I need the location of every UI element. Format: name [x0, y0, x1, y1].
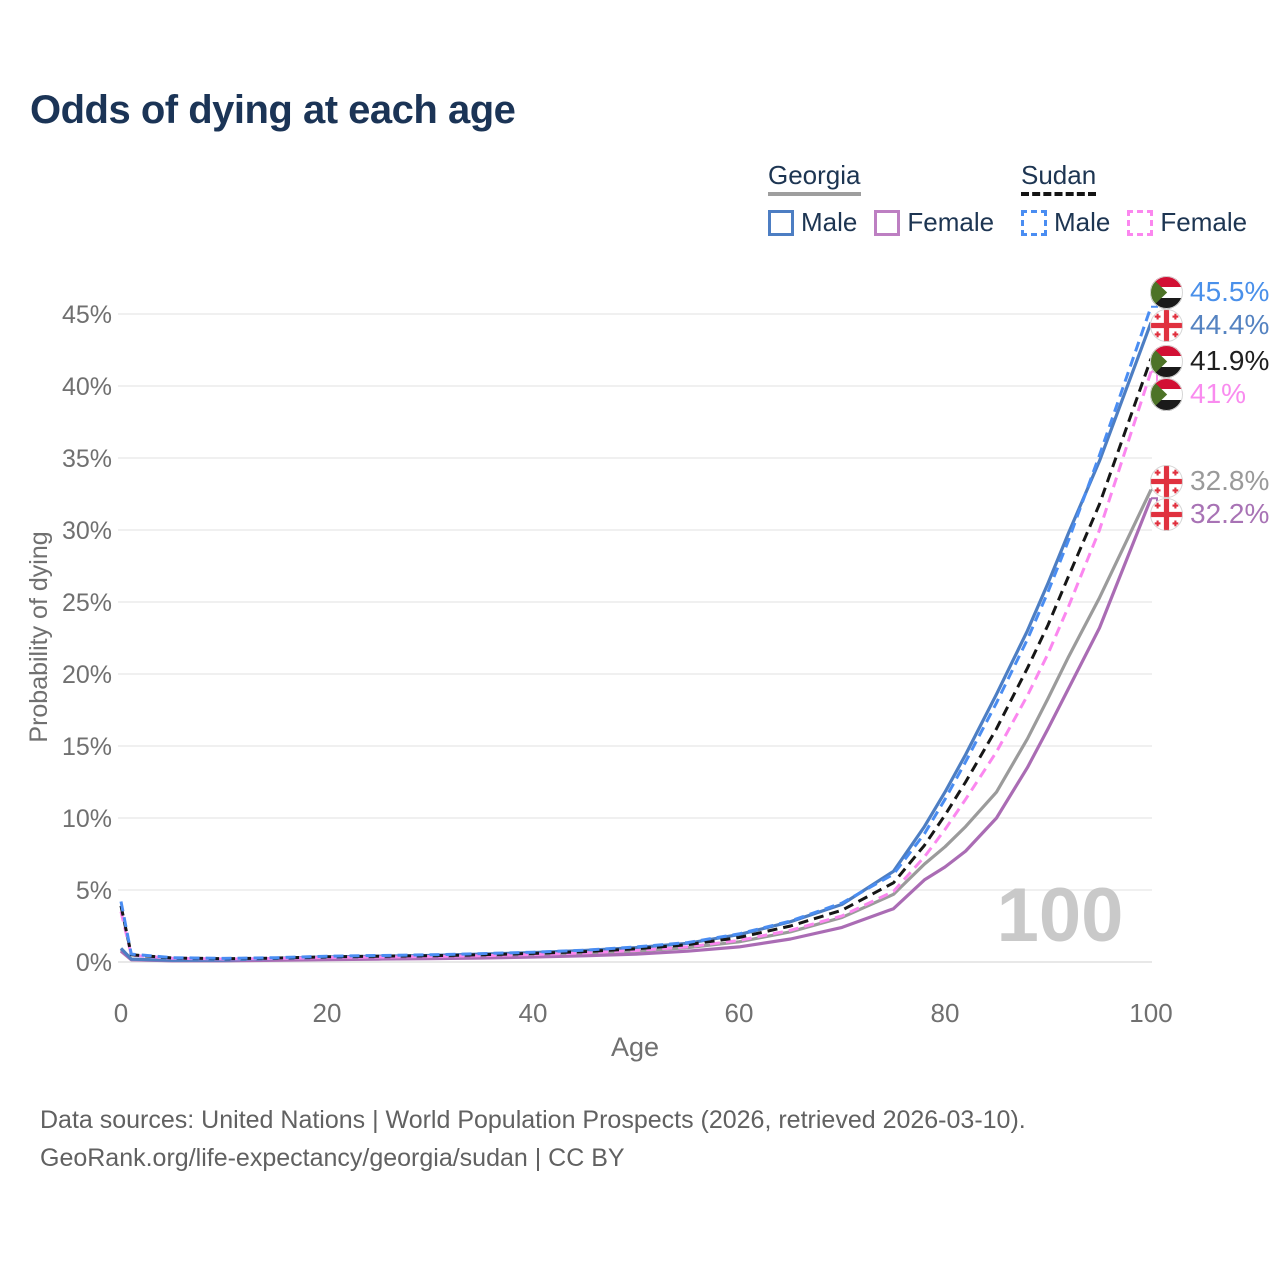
end-label-value-sudan_male: 45.5%	[1190, 276, 1270, 307]
x-tick-80: 80	[931, 998, 960, 1028]
legend-item-label-georgia_female: Female	[907, 207, 995, 237]
end-label-sudan_female: 41%	[1150, 377, 1246, 411]
end-label-value-georgia_female: 32.2%	[1190, 498, 1270, 529]
georgia-flag-icon	[1150, 464, 1183, 498]
y-tick-30%: 30%	[62, 517, 112, 545]
legend-item-georgia_male[interactable]: Male	[768, 207, 857, 238]
end-label-georgia_female: 32.2%	[1150, 497, 1269, 531]
y-tick-40%: 40%	[62, 373, 112, 401]
georgia-flag-icon	[1150, 497, 1183, 531]
legend-linestyle-sample-sudan	[1021, 192, 1096, 196]
legend-item-label-sudan_male: Male	[1054, 207, 1111, 237]
x-tick-100: 100	[1129, 998, 1172, 1028]
y-tick-10%: 10%	[62, 805, 112, 833]
y-tick-15%: 15%	[62, 733, 112, 761]
legend-group-label-sudan: Sudan	[1021, 160, 1097, 190]
y-tick-35%: 35%	[62, 445, 112, 473]
legend-item-georgia_female[interactable]: Female	[874, 207, 994, 238]
series-line-sudan_all[interactable]	[119, 358, 1153, 961]
footer-attribution: GeoRank.org/life-expectancy/georgia/suda…	[40, 1144, 625, 1172]
legend-swatch-sudan_male	[1021, 209, 1047, 236]
y-tick-0%: 0%	[76, 949, 112, 977]
legend-swatch-georgia_male	[768, 209, 794, 236]
sudan-flag-icon	[1150, 344, 1183, 378]
legend-linestyle-sample-georgia	[768, 192, 861, 196]
x-tick-40: 40	[519, 998, 548, 1028]
age-watermark: 100	[997, 873, 1124, 958]
legend-group-label-georgia: Georgia	[768, 160, 861, 190]
x-axis-title: Age	[611, 1032, 659, 1062]
end-label-sudan_male: 45.5%	[1150, 275, 1269, 309]
end-label-value-georgia_all: 32.8%	[1190, 465, 1270, 496]
y-axis-title: Probability of dying	[25, 531, 53, 742]
y-tick-5%: 5%	[76, 877, 112, 905]
page-title: Odds of dying at each age	[30, 88, 516, 132]
sudan-flag-icon	[1150, 377, 1183, 411]
legend-swatch-sudan_female	[1127, 209, 1154, 236]
end-label-value-sudan_all: 41.9%	[1190, 345, 1270, 376]
series-line-georgia_female[interactable]	[119, 497, 1153, 963]
legend-group-sudan: Sudan Male Female	[1021, 161, 1264, 238]
legend-group-georgia: Georgia Male Female	[768, 161, 1011, 238]
series-line-sudan_female[interactable]	[119, 371, 1153, 961]
legend-item-sudan_male[interactable]: Male	[1021, 207, 1110, 238]
x-tick-0: 0	[114, 998, 128, 1028]
x-tick-20: 20	[313, 998, 342, 1028]
legend-item-sudan_female[interactable]: Female	[1127, 207, 1247, 238]
x-tick-60: 60	[725, 998, 754, 1028]
x-tick-labels: 0 20 40 60 80 100	[114, 998, 1173, 1028]
y-tick-45%: 45%	[62, 301, 112, 329]
legend-item-label-sudan_female: Female	[1160, 207, 1248, 237]
series-lines	[119, 306, 1153, 963]
end-label-value-georgia_male: 44.4%	[1190, 309, 1270, 340]
end-label-value-sudan_female: 41%	[1190, 378, 1247, 409]
sudan-flag-icon	[1150, 275, 1183, 309]
y-tick-labels: 0% 5% 10% 15% 20% 25% 30% 35% 40% 45%	[62, 301, 112, 977]
y-gridlines	[118, 313, 1152, 963]
series-line-sudan_male[interactable]	[119, 306, 1153, 960]
end-label-georgia_male: 44.4%	[1150, 308, 1269, 342]
legend-item-label-georgia_male: Male	[801, 207, 858, 237]
footer-data-sources: Data sources: United Nations | World Pop…	[40, 1106, 1026, 1134]
series-line-georgia_male[interactable]	[119, 322, 1153, 962]
end-label-georgia_all: 32.8%	[1150, 464, 1269, 498]
legend-swatch-georgia_female	[874, 209, 901, 236]
y-tick-25%: 25%	[62, 589, 112, 617]
y-tick-20%: 20%	[62, 661, 112, 689]
end-label-sudan_all: 41.9%	[1150, 344, 1269, 378]
georgia-flag-icon	[1150, 308, 1183, 342]
